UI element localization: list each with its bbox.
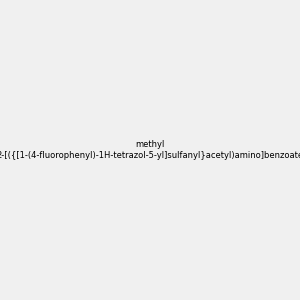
Text: methyl 2-[({[1-(4-fluorophenyl)-1H-tetrazol-5-yl]sulfanyl}acetyl)amino]benzoate: methyl 2-[({[1-(4-fluorophenyl)-1H-tetra… bbox=[0, 140, 300, 160]
